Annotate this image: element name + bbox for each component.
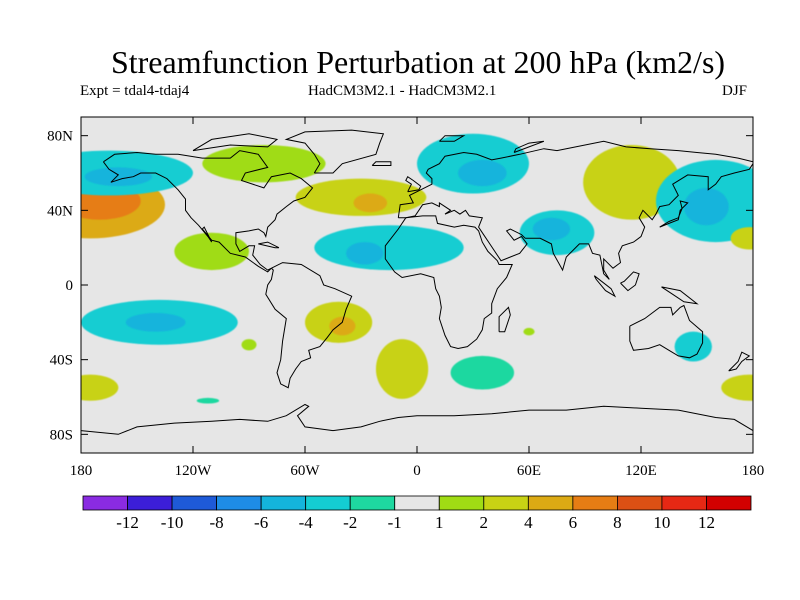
y-tick-label: 0 xyxy=(66,278,74,294)
x-axis: 180 120W 60W 0 60E 120E 180 xyxy=(70,117,765,479)
colorbar-swatch xyxy=(394,495,440,511)
coastline-madagascar xyxy=(498,306,511,333)
coastline-antarctica xyxy=(81,403,753,435)
anomaly-patch-23 xyxy=(375,339,429,399)
y-tick-label: 80S xyxy=(50,427,73,443)
plot-title: Streamfunction Perturbation at 200 hPa (… xyxy=(110,44,726,80)
colorbar-label: -12 xyxy=(116,513,139,532)
y-tick-label: 40S xyxy=(50,353,73,369)
anomaly-patch-29 xyxy=(241,339,257,351)
colorbar-swatch xyxy=(483,495,529,511)
coastline-sumatra xyxy=(593,275,617,298)
colorbar-label: -4 xyxy=(299,513,314,532)
contour-fill-layer xyxy=(81,133,753,404)
coastline-arctic-islands xyxy=(192,133,279,152)
model-label: HadCM3M2.1 - HadCM3M2.1 xyxy=(308,83,497,99)
anomaly-patch-5 xyxy=(202,145,326,183)
coastline-layer xyxy=(81,129,753,435)
anomaly-patch-16 xyxy=(683,187,729,226)
anomaly-patch-22 xyxy=(329,316,356,336)
coastline-south-america xyxy=(265,262,353,389)
coastline-north-america xyxy=(102,150,314,273)
y-axis: 80N 40N 0 40S 80S xyxy=(47,129,753,443)
colorbar-swatch xyxy=(661,495,707,511)
anomaly-patch-30 xyxy=(196,397,220,404)
x-tick-label: 60E xyxy=(517,463,541,479)
anomaly-patch-17 xyxy=(174,232,249,271)
colorbar-swatch xyxy=(216,495,262,511)
colorbar-swatch xyxy=(82,495,128,511)
coastline-svalbard xyxy=(439,135,466,142)
anomaly-patch-7 xyxy=(353,193,388,213)
coastline-iceland xyxy=(371,161,392,166)
coastline-europe-asia xyxy=(397,140,753,280)
season-label: DJF xyxy=(722,83,748,99)
colorbar-swatch xyxy=(305,495,351,511)
anomaly-patch-19 xyxy=(125,313,186,332)
colorbar-label: 4 xyxy=(524,513,533,532)
anomaly-patch-25 xyxy=(523,327,535,336)
colorbar-swatch xyxy=(617,495,663,511)
experiment-label: Expt = tdal4-tdaj4 xyxy=(80,83,190,99)
anomaly-patch-12 xyxy=(346,242,384,265)
x-tick-label: 60W xyxy=(290,463,320,479)
colorbar-swatch xyxy=(572,495,618,511)
colorbar-label: -10 xyxy=(161,513,184,532)
colorbar-swatch xyxy=(171,495,217,511)
colorbar-label: -6 xyxy=(254,513,268,532)
colorbar-swatch xyxy=(127,495,173,511)
colorbar-label: 6 xyxy=(569,513,578,532)
anomaly-patch-26 xyxy=(674,331,712,362)
x-tick-label: 180 xyxy=(70,463,93,479)
colorbar-label: -8 xyxy=(210,513,224,532)
anomaly-patch-24 xyxy=(450,355,515,390)
coastline-japan xyxy=(659,200,689,228)
x-tick-label: 0 xyxy=(413,463,421,479)
colorbar-swatch xyxy=(438,495,485,511)
coastline-new-zealand xyxy=(728,351,751,372)
anomaly-patch-14 xyxy=(532,217,571,241)
x-tick-label: 120W xyxy=(175,463,213,479)
anomaly-patch-20 xyxy=(730,227,753,250)
colorbar-label: 10 xyxy=(653,513,670,532)
anomaly-patch-28 xyxy=(81,374,119,401)
coastline-australia xyxy=(629,304,704,359)
colorbar-swatch xyxy=(706,495,752,511)
colorbar: -12 -10 -8 -6 -4 -2 -1 1 2 4 6 8 10 12 xyxy=(82,495,752,532)
anomaly-patch-10 xyxy=(583,145,681,220)
x-tick-label: 120E xyxy=(625,463,657,479)
coastline-borneo xyxy=(620,271,640,292)
colorbar-label: 12 xyxy=(698,513,715,532)
colorbar-label: 2 xyxy=(480,513,489,532)
colorbar-swatch xyxy=(260,495,307,511)
coastline-cuba xyxy=(258,241,280,249)
coastline-greenland xyxy=(284,129,385,174)
coastline-uk xyxy=(405,175,422,193)
anomaly-patch-9 xyxy=(458,159,507,187)
x-tick-label: 180 xyxy=(742,463,765,479)
coastline-africa xyxy=(384,215,513,350)
colorbar-label: -2 xyxy=(343,513,357,532)
colorbar-swatch xyxy=(527,495,574,511)
colorbar-label: 1 xyxy=(435,513,444,532)
coastline-new-guinea xyxy=(661,286,699,305)
anomaly-patch-4 xyxy=(84,167,152,187)
y-tick-label: 40N xyxy=(47,203,73,219)
coastline-novaya-zemlya xyxy=(513,140,545,153)
colorbar-label: 8 xyxy=(613,513,622,532)
anomaly-patch-27 xyxy=(721,374,753,401)
colorbar-label: -1 xyxy=(388,513,402,532)
colorbar-swatch xyxy=(349,495,396,511)
y-tick-label: 80N xyxy=(47,129,73,145)
